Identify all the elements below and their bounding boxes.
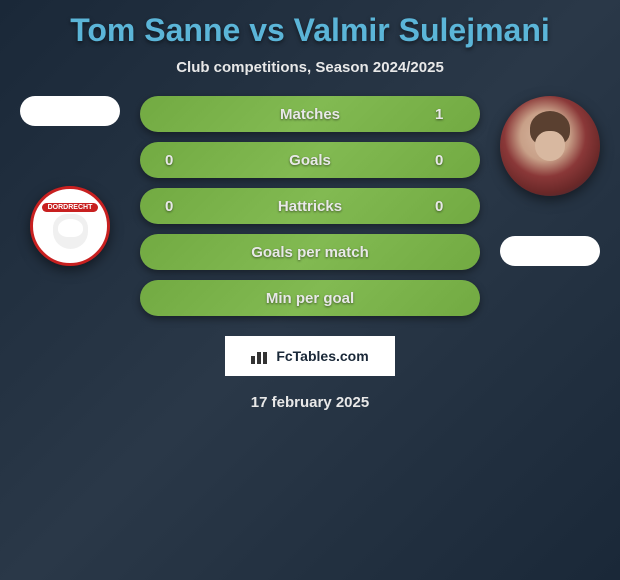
stat-row-matches: Matches 1	[140, 96, 480, 132]
stat-label: Min per goal	[266, 290, 354, 307]
chart-icon	[251, 349, 271, 364]
player1-headshot-placeholder	[20, 96, 120, 126]
page-title: Tom Sanne vs Valmir Sulejmani	[0, 0, 620, 49]
club-badge-icon	[53, 214, 88, 249]
stat-left-value: 0	[165, 198, 185, 215]
comparison-content: DORDRECHT Matches 1 0 Goals 0 0 Hattrick…	[0, 96, 620, 316]
stat-row-hattricks: 0 Hattricks 0	[140, 188, 480, 224]
watermark-box: FcTables.com	[225, 336, 395, 376]
player2-column	[490, 96, 610, 316]
stat-right-value: 0	[435, 198, 455, 215]
stat-row-gpm: Goals per match	[140, 234, 480, 270]
stat-right-value: 0	[435, 152, 455, 169]
player1-club-badge: DORDRECHT	[30, 186, 110, 266]
watermark-text: FcTables.com	[276, 348, 368, 364]
stat-label: Matches	[280, 106, 340, 123]
stat-label: Goals	[289, 152, 331, 169]
player1-column: DORDRECHT	[10, 96, 130, 316]
date-text: 17 february 2025	[0, 394, 620, 411]
club-badge-text: DORDRECHT	[42, 203, 99, 212]
player2-headshot	[500, 96, 600, 196]
stat-label: Hattricks	[278, 198, 342, 215]
subtitle: Club competitions, Season 2024/2025	[0, 59, 620, 76]
stat-right-value: 1	[435, 106, 455, 123]
stats-column: Matches 1 0 Goals 0 0 Hattricks 0 Goals …	[140, 96, 480, 316]
stat-label: Goals per match	[251, 244, 369, 261]
stat-row-mpg: Min per goal	[140, 280, 480, 316]
stat-left-value: 0	[165, 152, 185, 169]
player2-club-placeholder	[500, 236, 600, 266]
stat-row-goals: 0 Goals 0	[140, 142, 480, 178]
